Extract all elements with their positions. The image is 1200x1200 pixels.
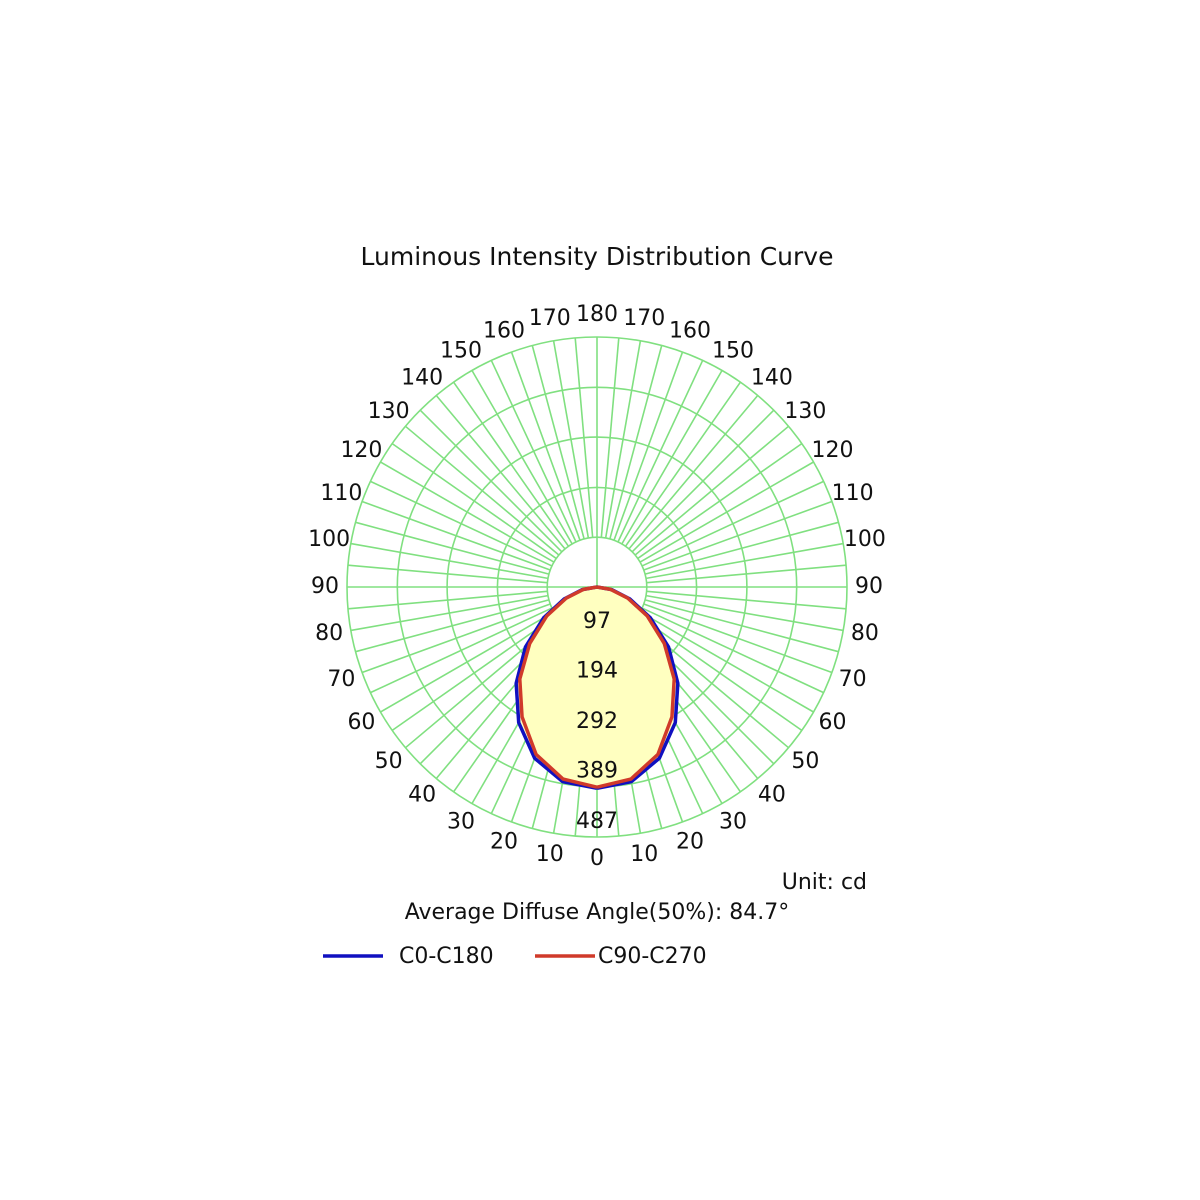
curve-fill — [519, 587, 597, 788]
angle-tick-label: 130 — [784, 399, 826, 424]
r-tick-label: 487 — [576, 809, 618, 834]
angle-tick-label: 110 — [832, 481, 874, 506]
angle-tick-label: 60 — [819, 710, 847, 735]
angle-tick-label: 180 — [576, 302, 618, 327]
angle-tick-label: 170 — [623, 306, 665, 331]
angle-tick-label: 0 — [590, 846, 604, 871]
angle-tick-label: 40 — [758, 782, 786, 807]
curve-line — [596, 585, 676, 789]
curve-line — [518, 585, 598, 789]
legend-label: C0-C180 — [399, 944, 494, 969]
grid-ring — [346, 336, 848, 838]
angle-tick-label: 140 — [751, 366, 793, 391]
angle-tick-label: 30 — [719, 810, 747, 835]
angle-tick-label: 120 — [812, 438, 854, 463]
angle-tick-label: 160 — [669, 318, 711, 343]
note: Average Diffuse Angle(50%): 84.7° — [405, 900, 790, 925]
r-tick-label: 97 — [583, 609, 611, 634]
angle-tick-label: 80 — [315, 621, 343, 646]
angle-tick-label: 150 — [712, 338, 754, 363]
angle-tick-label: 100 — [844, 527, 886, 552]
angle-tick-label: 40 — [408, 782, 436, 807]
angle-tick-label: 150 — [440, 338, 482, 363]
angle-tick-label: 10 — [630, 842, 658, 867]
angle-tick-label: 20 — [676, 830, 704, 855]
angle-tick-label: 120 — [340, 438, 382, 463]
angle-tick-label: 30 — [447, 810, 475, 835]
unit-label: Unit: cd — [782, 870, 867, 895]
r-tick-label: 194 — [576, 659, 618, 684]
legend-label: C90-C270 — [598, 944, 707, 969]
angle-tick-label: 110 — [320, 481, 362, 506]
angle-tick-label: 130 — [368, 399, 410, 424]
angle-tick-label: 140 — [401, 366, 443, 391]
angle-tick-label: 50 — [791, 749, 819, 774]
angle-tick-label: 90 — [311, 574, 339, 599]
angle-tick-label: 50 — [375, 749, 403, 774]
angle-tick-label: 60 — [347, 710, 375, 735]
chart-title: Luminous Intensity Distribution Curve — [361, 242, 834, 271]
r-tick-label: 389 — [576, 759, 618, 784]
curve-fill — [597, 587, 675, 788]
angle-tick-label: 100 — [308, 527, 350, 552]
angle-tick-label: 170 — [529, 306, 571, 331]
angle-tick-label: 70 — [327, 667, 355, 692]
angle-tick-label: 90 — [855, 574, 883, 599]
angle-tick-label: 80 — [851, 621, 879, 646]
r-tick-label: 292 — [576, 709, 618, 734]
angle-tick-label: 160 — [483, 318, 525, 343]
angle-tick-label: 70 — [839, 667, 867, 692]
angle-tick-label: 20 — [490, 830, 518, 855]
angle-tick-label: 10 — [536, 842, 564, 867]
